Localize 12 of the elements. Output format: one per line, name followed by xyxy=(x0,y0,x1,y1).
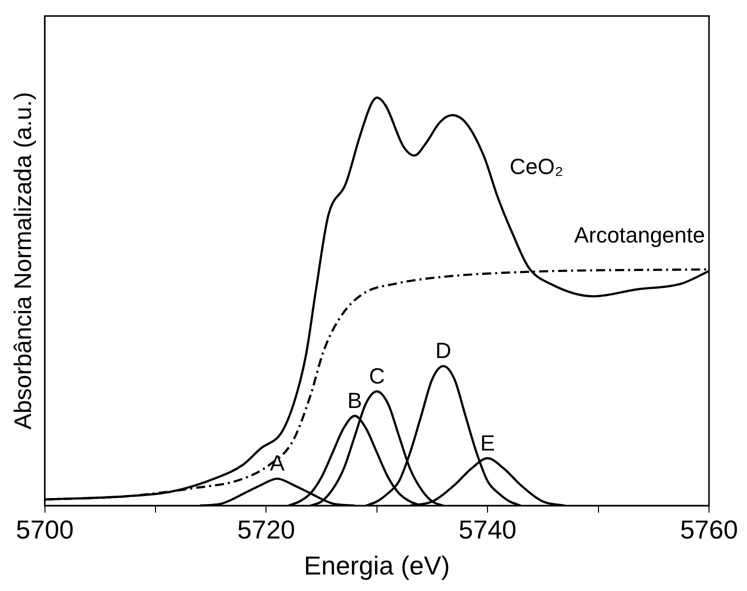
x-tick-label: 5700 xyxy=(16,514,74,544)
series-label: CeO₂ xyxy=(510,154,564,179)
x-tick-label: 5740 xyxy=(458,514,517,544)
series-label: Arcotangente xyxy=(574,222,705,248)
x-tick-label: 5720 xyxy=(237,514,296,544)
series-label: E xyxy=(480,430,495,456)
series-label: D xyxy=(435,338,452,364)
y-axis-title: Absorbância Normalizada (a.u.) xyxy=(10,92,38,430)
series-label: C xyxy=(368,363,385,388)
x-tick-label: 5760 xyxy=(680,514,738,544)
series-label: B xyxy=(347,388,362,413)
x-axis-title: Energia (eV) xyxy=(304,550,450,581)
